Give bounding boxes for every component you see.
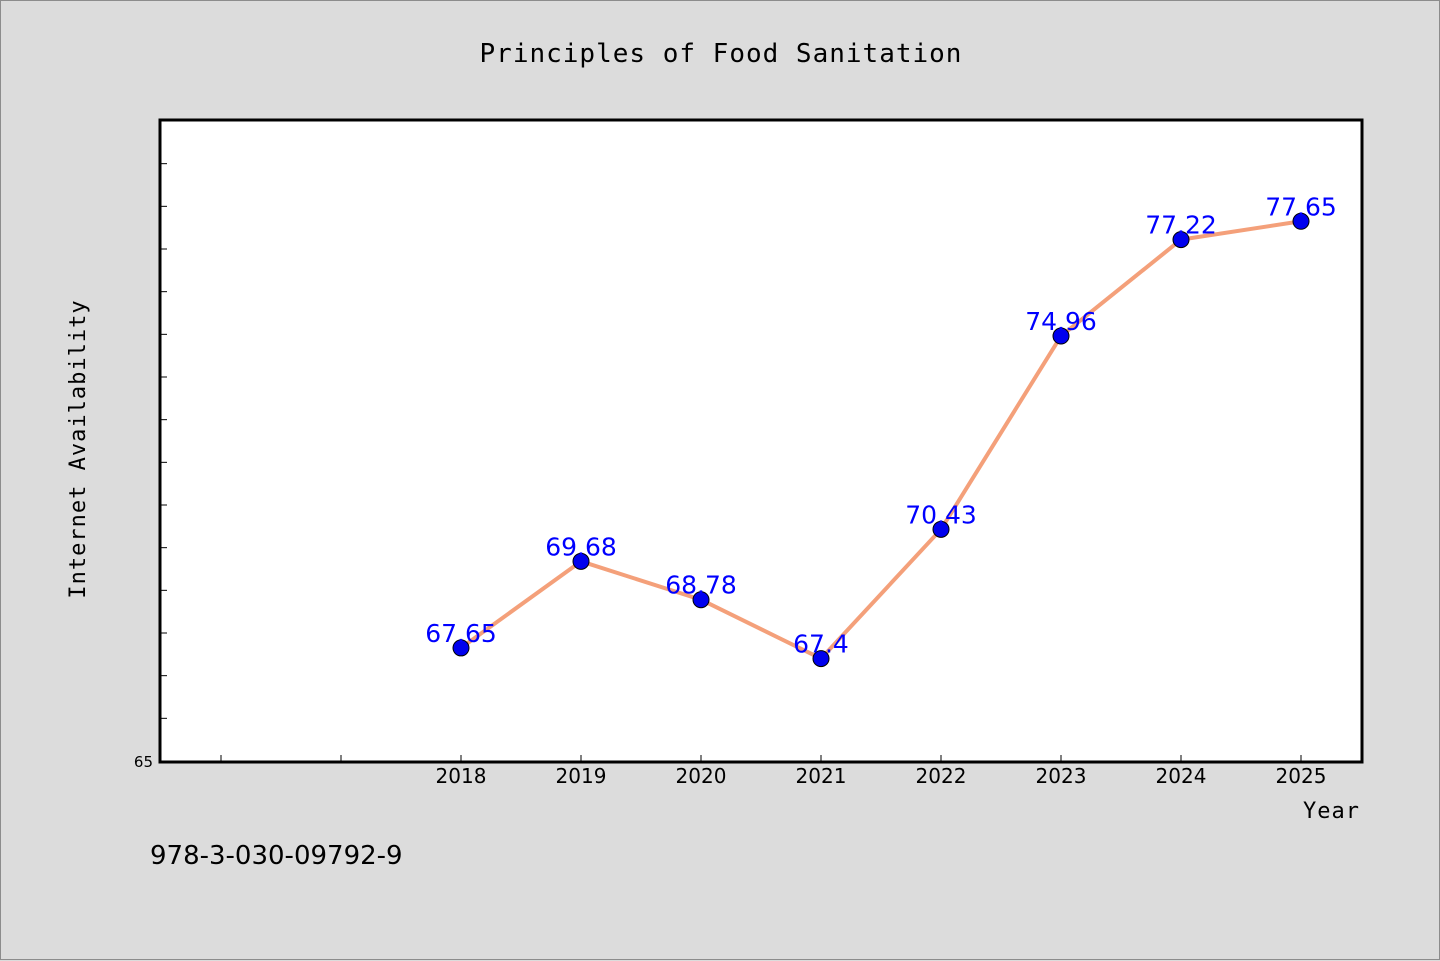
chart-title: Principles of Food Sanitation — [480, 39, 963, 69]
data-point — [572, 552, 590, 570]
data-point — [932, 520, 950, 538]
data-point — [1292, 212, 1310, 230]
data-label: 68.78 — [665, 571, 737, 600]
series-markers — [452, 212, 1310, 668]
data-point — [1052, 327, 1070, 345]
plot-border — [158, 118, 1364, 764]
isbn-footer: 978-3-030-09792-9 — [150, 841, 403, 871]
x-axis-ticks — [220, 755, 1302, 761]
data-label: 70.43 — [905, 500, 977, 529]
x-tick-label: 2022 — [916, 764, 967, 788]
data-point — [812, 650, 830, 668]
x-tick-label: 2020 — [676, 764, 727, 788]
data-point — [692, 591, 710, 609]
x-tick-label: 2025 — [1276, 764, 1327, 788]
data-label: 67.4 — [793, 630, 849, 659]
x-tick-label: 2021 — [796, 764, 847, 788]
data-point — [1172, 231, 1190, 249]
y-axis-label: Internet Availability — [66, 299, 91, 598]
x-tick-label: 2018 — [436, 764, 487, 788]
x-axis-tick-labels: 2018 2019 2020 2021 2022 2023 2024 2025 — [436, 764, 1327, 788]
data-label: 77.22 — [1145, 211, 1217, 240]
data-point — [452, 639, 470, 657]
x-tick-label: 2019 — [556, 764, 607, 788]
data-labels: 67.65 69.68 68.78 67.4 70.43 74.96 77.22 77.65 — [425, 192, 1337, 658]
x-axis-label: Year — [1303, 799, 1360, 824]
y-axis-ticks — [161, 163, 167, 719]
x-tick-label: 2023 — [1036, 764, 1087, 788]
y-axis-min-label: 65 — [134, 753, 153, 771]
series-line — [459, 219, 1302, 661]
x-tick-label: 2024 — [1156, 764, 1207, 788]
plot-area — [160, 120, 1362, 762]
data-label: 67.65 — [425, 619, 497, 648]
data-label: 77.65 — [1265, 192, 1337, 221]
data-label: 69.68 — [545, 532, 617, 561]
data-label: 74.96 — [1025, 307, 1097, 336]
